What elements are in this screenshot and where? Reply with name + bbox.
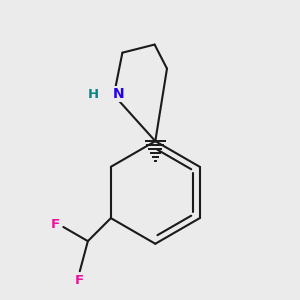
Text: N: N — [112, 87, 124, 101]
Text: F: F — [75, 274, 84, 286]
Text: H: H — [88, 88, 99, 100]
Text: F: F — [51, 218, 60, 231]
